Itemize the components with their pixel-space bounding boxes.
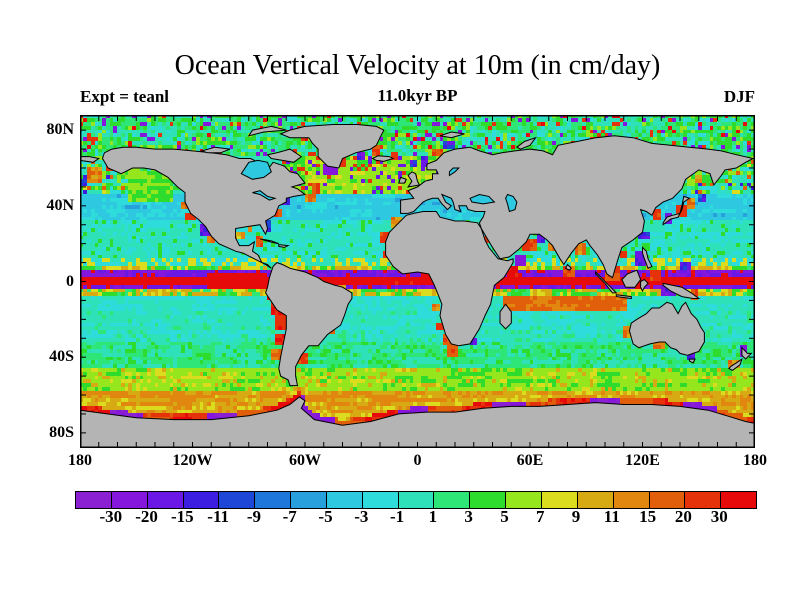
- landmass-20: [727, 357, 743, 371]
- landmass-28: [564, 263, 573, 271]
- colorbar-cell-10: [434, 492, 471, 508]
- landmass-7: [400, 135, 755, 279]
- colorbar-cell-8: [362, 492, 399, 508]
- lon-axis-label-0-180: 180: [68, 452, 92, 469]
- landmass-14: [662, 282, 701, 299]
- lon-axis-label-1-120w: 120W: [172, 452, 213, 469]
- landmass-11: [615, 294, 632, 300]
- landmass-22: [278, 244, 290, 248]
- colorbar-label--15: -15: [171, 507, 194, 526]
- colorbar-label--5: -5: [318, 507, 333, 526]
- landmass-26: [439, 131, 465, 139]
- colorbar-label--11: -11: [207, 507, 230, 526]
- lon-axis-label-3-0: 0: [413, 452, 422, 469]
- landmass-18: [688, 358, 696, 364]
- colorbar-label-15: 15: [639, 507, 657, 526]
- colorbar-cell-3: [183, 492, 220, 508]
- map-plot: [80, 115, 755, 448]
- land-coast-overlay: [80, 115, 755, 448]
- lon-axis-label-5-120e: 120E: [625, 452, 660, 469]
- lat-axis-label-40n: 40N: [46, 196, 74, 214]
- landmass-4: [398, 176, 408, 184]
- colorbar-label-11: 11: [603, 507, 620, 526]
- colorbar-label-9: 9: [571, 507, 581, 526]
- inland-sea-1: [252, 190, 277, 201]
- landmass-8: [80, 156, 101, 163]
- landmass-16: [499, 303, 512, 330]
- page-title: Ocean Vertical Velocity at 10m (in cm/da…: [174, 50, 661, 81]
- colorbar-label--30: -30: [99, 507, 123, 526]
- lon-axis-label-4-60e: 60E: [516, 452, 544, 469]
- season-label: DJF: [723, 87, 755, 106]
- colorbar-cell-12: [506, 492, 542, 508]
- landmass-24: [200, 146, 231, 154]
- colorbar-label--1: -1: [390, 507, 405, 526]
- colorbar-cell-13: [541, 492, 578, 508]
- landmass-19: [741, 346, 753, 360]
- colorbar-label--3: -3: [354, 507, 369, 526]
- colorbar-cell-1: [111, 492, 148, 508]
- colorbar-label-7: 7: [536, 507, 545, 526]
- lon-axis-label-6-180: 180: [743, 452, 767, 469]
- landmass-6: [385, 211, 514, 347]
- landmass-9: [662, 195, 691, 226]
- landmass-2: [371, 155, 395, 162]
- landmass-17: [628, 301, 705, 356]
- landmass-12: [621, 269, 642, 288]
- landmass-5: [265, 262, 353, 387]
- colorbar-label-5: 5: [500, 507, 509, 526]
- landmass-15: [642, 246, 653, 269]
- lon-axis-label-2-60w: 60W: [289, 452, 321, 469]
- inland-sea-3: [469, 193, 496, 205]
- colorbar-cell-14: [577, 492, 614, 508]
- colorbar-label--9: -9: [246, 507, 262, 526]
- experiment-label: Expt = teanl: [80, 87, 170, 106]
- colorbar-cell-9: [398, 492, 435, 508]
- colorbar-cell-0: [76, 492, 112, 508]
- landmass-27: [515, 136, 537, 150]
- colorbar-cell-5: [255, 492, 292, 508]
- landmass-23: [266, 148, 303, 163]
- colorbar-cell-4: [219, 492, 256, 508]
- colorbar-cell-17: [685, 492, 722, 508]
- landmass-1: [279, 124, 385, 169]
- inland-sea-4: [505, 193, 518, 213]
- landmass-13: [640, 278, 649, 293]
- colorbar-cell-2: [147, 492, 184, 508]
- colorbar-cell-6: [291, 492, 327, 508]
- colorbar-label--7: -7: [282, 507, 297, 526]
- lat-axis-label-80s: 80S: [49, 423, 74, 441]
- landmass-10: [595, 270, 618, 294]
- colorbar-label-30: 30: [710, 507, 728, 526]
- colorbar-label-1: 1: [428, 507, 438, 526]
- colorbar: [75, 491, 757, 509]
- landmass-0: [101, 146, 307, 269]
- lat-axis-label-80n: 80N: [46, 121, 74, 139]
- landmass-21: [259, 238, 279, 245]
- inland-sea-0: [240, 159, 272, 180]
- colorbar-cell-15: [613, 492, 650, 508]
- colorbar-label--20: -20: [135, 507, 158, 526]
- colorbar-cell-18: [721, 492, 757, 508]
- subtitle-time-label: 11.0kyr BP: [377, 86, 458, 105]
- inland-sea-2: [448, 167, 461, 177]
- landmass-25: [247, 125, 287, 137]
- colorbar-cell-7: [326, 492, 363, 508]
- landmass-29: [80, 396, 755, 448]
- lat-axis-label-0: 0: [66, 272, 74, 290]
- lat-axis-label-40s: 40S: [49, 348, 74, 366]
- colorbar-cell-11: [470, 492, 507, 508]
- colorbar-label-3: 3: [464, 507, 473, 526]
- colorbar-cell-16: [649, 492, 686, 508]
- colorbar-label-20: 20: [674, 507, 692, 526]
- map-frame: [80, 115, 755, 448]
- landmass-3: [407, 171, 421, 188]
